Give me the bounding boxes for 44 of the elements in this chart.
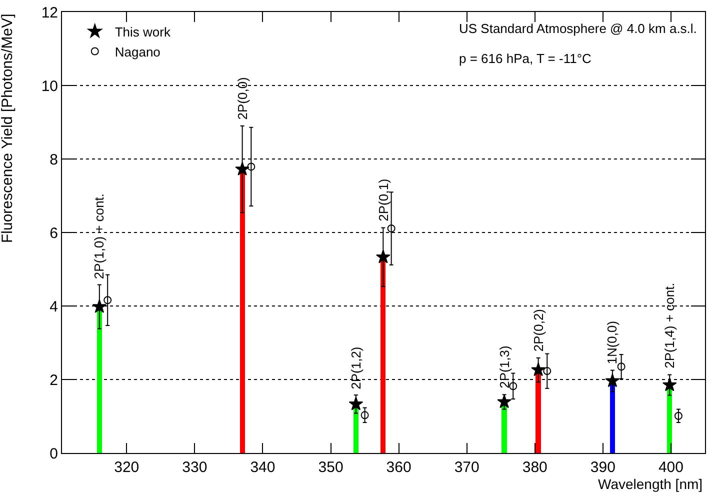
x-tick-label: 400	[658, 459, 684, 476]
x-tick-label: 380	[522, 459, 548, 476]
annotation: 2P(1,4) + cont.	[662, 282, 677, 368]
point	[662, 378, 677, 392]
x-tick-label: 330	[182, 459, 208, 476]
point	[92, 299, 107, 313]
point	[348, 396, 364, 410]
annotation: 2P(0,0)	[234, 77, 250, 120]
point	[247, 162, 256, 171]
x-tick-label: 340	[250, 459, 276, 476]
y-tick-label: 0	[50, 445, 58, 462]
annotation: 2P(0,2)	[530, 308, 546, 352]
legend-label: Nagano	[114, 44, 160, 60]
point	[617, 362, 626, 371]
x-axis-title: Wavelength [nm]	[598, 476, 703, 492]
y-tick-label: 2	[50, 372, 58, 389]
y-axis-title: Fluorescence Yield [Photons/MeV]	[0, 14, 16, 243]
y-tick-label: 4	[50, 298, 58, 316]
x-tick-label: 390	[590, 459, 616, 476]
x-tick-label: 370	[454, 459, 480, 476]
annotation: p = 616 hPa, T = -11°C	[459, 51, 592, 66]
legend-label: This work	[114, 24, 171, 40]
point	[376, 250, 390, 264]
point	[674, 412, 682, 420]
point	[497, 394, 512, 408]
point	[360, 411, 369, 420]
annotation: 2P(1,2)	[348, 346, 364, 390]
x-tick-label: 320	[114, 459, 140, 476]
point	[104, 296, 112, 304]
annotation: 2P(1,0) + cont.	[92, 193, 107, 280]
point	[235, 162, 250, 176]
point	[543, 367, 552, 376]
point	[605, 373, 620, 388]
y-tick-label: 8	[50, 151, 58, 168]
annotation: 2P(0,1)	[376, 178, 391, 222]
point	[387, 224, 396, 232]
x-tick-label: 360	[386, 459, 412, 476]
y-tick-label: 12	[41, 4, 58, 22]
annotation: 1N(0,0)	[604, 320, 620, 364]
annotation: US Standard Atmosphere @ 4.0 km a.s.l.	[459, 21, 697, 36]
y-tick-label: 10	[41, 78, 58, 95]
y-tick-label: 6	[50, 224, 58, 242]
x-tick-label: 350	[318, 459, 344, 476]
point	[531, 362, 546, 376]
